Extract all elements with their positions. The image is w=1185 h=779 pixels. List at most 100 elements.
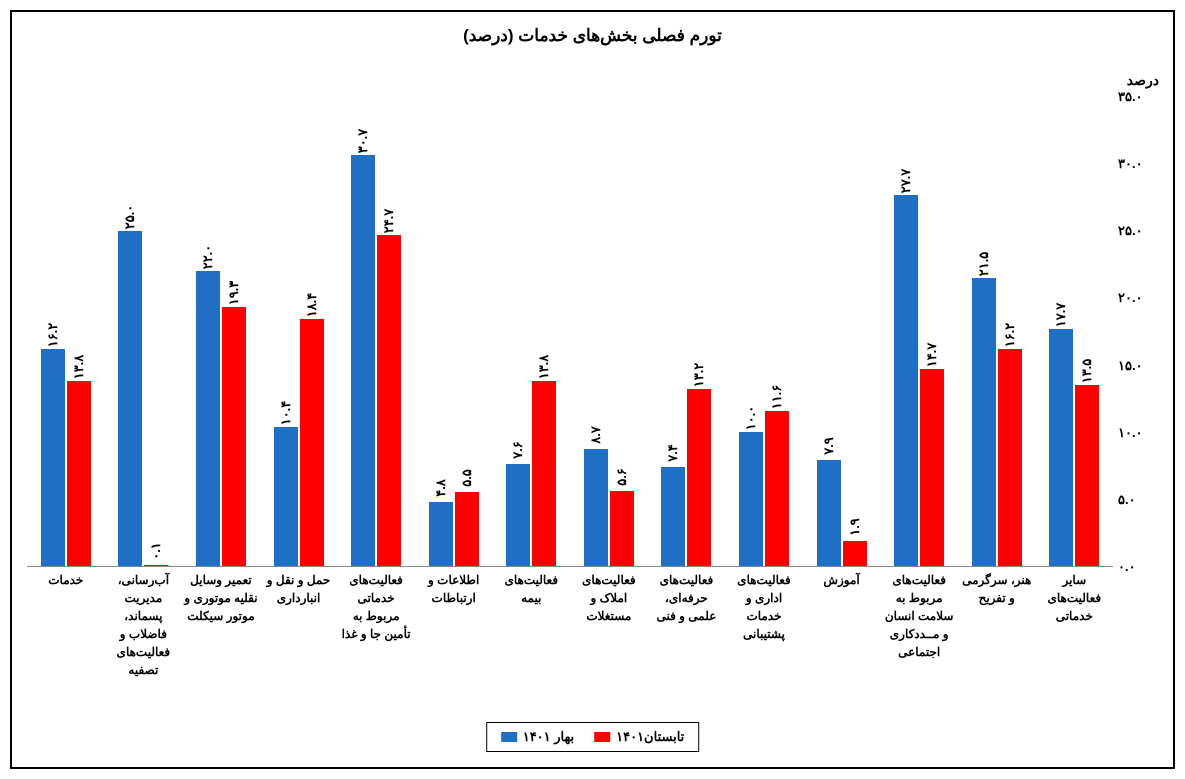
bar-value-label: ۱۳.۸: [71, 355, 87, 380]
legend-item-series1: بهار ۱۴۰۱: [501, 729, 574, 745]
bar-series2: ۱۹.۳: [222, 307, 246, 566]
bar-value-label: ۱۸.۴: [304, 293, 320, 318]
bar-series2: ۱۳.۸: [532, 381, 556, 566]
bar-series1: ۷.۹: [817, 460, 841, 566]
bar-series2: ۲۴.۷: [377, 235, 401, 566]
bar-series1: ۳۰.۷: [351, 155, 375, 566]
x-axis-labels: خدماتآب‌رسانی، مدیریت پسماند، فاضلاب و ف…: [27, 567, 1113, 687]
bar-series2: ۱.۹: [843, 541, 867, 566]
bar-value-label: ۱۰.۰: [743, 406, 759, 431]
bar-value-label: ۱۳.۲: [691, 363, 707, 388]
bar-series1: ۱۷.۷: [1049, 329, 1073, 566]
bar-group: ۲۱.۵ ۱۶.۲: [958, 97, 1036, 566]
bar-series1: ۸.۷: [584, 449, 608, 566]
bar-value-label: ۱۰.۴: [278, 400, 294, 425]
x-axis-label: فعالیت‌های خدماتی مربوط به تأمین جا و غذ…: [337, 567, 415, 687]
y-tick: ۲۵.۰: [1118, 223, 1158, 239]
x-axis-label: هنر، سرگرمی و تفریح: [958, 567, 1036, 687]
bars-wrapper: ۱۶.۲۱۳.۸۲۵.۰۰.۱۲۲.۰۱۹.۳۱۰.۴۱۸.۴۳۰.۷۲۴.۷۴…: [27, 97, 1113, 567]
bar-series2: ۵.۶: [610, 491, 634, 566]
bar-value-label: ۷.۶: [510, 441, 526, 459]
legend: بهار ۱۴۰۱ تابستان۱۴۰۱: [486, 722, 700, 752]
bar-group: ۴.۸۵.۵: [415, 97, 493, 566]
y-tick: ۱۰.۰: [1118, 425, 1158, 441]
bar-value-label: ۲۲.۰: [200, 245, 216, 270]
y-tick: ۳۵.۰: [1118, 89, 1158, 105]
bar-group: ۲۲.۰۱۹.۳: [182, 97, 260, 566]
bar-series2: ۰.۱: [144, 565, 168, 566]
bar-value-label: ۱۳.۸: [536, 355, 552, 380]
bar-value-label: ۱۴.۷: [924, 343, 940, 368]
bar-group: ۱۷.۷۱۳.۵: [1036, 97, 1114, 566]
bar-series2: ۱۳.۵: [1075, 385, 1099, 566]
bar-value-label: ۲۴.۷: [381, 209, 397, 234]
bar-value-label: ۱۱.۶: [769, 384, 785, 409]
bar-group: ۷.۶۱۳.۸: [492, 97, 570, 566]
bar-value-label: ۵.۶: [614, 468, 630, 486]
bar-value-label: ۱۹.۳: [226, 281, 242, 306]
bar-series1: ۲۷.۷: [894, 195, 918, 566]
x-axis-label: آب‌رسانی، مدیریت پسماند، فاضلاب و فعالیت…: [105, 567, 183, 687]
bar-value-label: ۲۱.۵: [976, 252, 992, 277]
x-axis-label: فعالیت‌های اداری و خدمات پشتیبانی: [725, 567, 803, 687]
bar-series1: ۲۵.۰: [118, 231, 142, 566]
bar-series1: ۲۲.۰: [196, 271, 220, 566]
bar-series2: ۱۳.۲: [687, 389, 711, 566]
y-tick: ۵.۰: [1118, 492, 1158, 508]
x-axis-label: حمل و نقل و انبارداری: [260, 567, 338, 687]
bar-series1: ۴.۸: [429, 502, 453, 566]
bar-series2: ۵.۵: [455, 492, 479, 566]
x-axis-label: اطلاعات و ارتباطات: [415, 567, 493, 687]
bar-group: ۱۰.۰۱۱.۶: [725, 97, 803, 566]
bar-value-label: ۲۵.۰: [122, 205, 138, 230]
x-axis-label: سایر فعالیت‌های خدماتی: [1036, 567, 1114, 687]
legend-swatch-series1: [501, 732, 517, 742]
y-axis-label: درصد: [1127, 72, 1159, 89]
bar-value-label: ۱.۹: [847, 518, 863, 536]
y-tick: ۰.۰: [1118, 559, 1158, 575]
y-tick: ۲۰.۰: [1118, 290, 1158, 306]
x-axis-label: خدمات: [27, 567, 105, 687]
x-axis-label: تعمیر وسایل نقلیه موتوری و موتور سیکلت: [182, 567, 260, 687]
bar-value-label: ۱۶.۲: [1002, 323, 1018, 348]
bar-value-label: ۳۰.۷: [355, 128, 371, 153]
y-tick: ۱۵.۰: [1118, 358, 1158, 374]
bar-value-label: ۲۷.۷: [898, 169, 914, 194]
bar-value-label: ۴.۸: [433, 479, 449, 497]
bar-value-label: ۱۷.۷: [1053, 303, 1069, 328]
legend-item-series2: تابستان۱۴۰۱: [594, 729, 684, 745]
bar-series1: ۷.۶: [506, 464, 530, 566]
x-axis-label: فعالیت‌های حرفه‌ای، علمی و فنی: [648, 567, 726, 687]
bar-group: ۱۰.۴ ۱۸.۴: [260, 97, 338, 566]
bar-value-label: ۱۳.۵: [1079, 359, 1095, 384]
chart-title: تورم فصلی بخش‌های خدمات (درصد): [12, 12, 1173, 46]
x-axis-label: فعالیت‌های مربوط به سلامت انسان و مــددک…: [880, 567, 958, 687]
bar-group: ۳۰.۷۲۴.۷: [337, 97, 415, 566]
bar-series2: ۱۶.۲: [998, 349, 1022, 566]
bar-series2: ۱۳.۸: [67, 381, 91, 566]
chart-container: تورم فصلی بخش‌های خدمات (درصد) درصد ۰.۰ ۵…: [10, 10, 1175, 769]
bar-group: ۲۷.۷۱۴.۷: [880, 97, 958, 566]
bar-series1: ۱۰.۰: [739, 432, 763, 566]
bar-series2: ۱۱.۶: [765, 411, 789, 566]
bar-value-label: ۵.۵: [459, 470, 475, 488]
bar-series1: ۱۶.۲: [41, 349, 65, 566]
y-tick: ۳۰.۰: [1118, 156, 1158, 172]
bar-group: ۷.۹۱.۹: [803, 97, 881, 566]
bar-value-label: ۷.۹: [821, 437, 837, 455]
x-axis-label: فعالیت‌های املاک و مستغلات: [570, 567, 648, 687]
x-axis-label: آموزش: [803, 567, 881, 687]
bar-group: ۷.۴۱۳.۲: [648, 97, 726, 566]
bar-series2: ۱۸.۴: [300, 319, 324, 566]
bar-value-label: ۸.۷: [588, 427, 604, 445]
legend-swatch-series2: [594, 732, 610, 742]
bar-group: ۲۵.۰۰.۱: [105, 97, 183, 566]
x-axis-label: فعالیت‌های بیمه: [492, 567, 570, 687]
bar-group: ۸.۷۵.۶: [570, 97, 648, 566]
legend-label-series2: تابستان۱۴۰۱: [616, 729, 684, 745]
bar-series2: ۱۴.۷: [920, 369, 944, 566]
bar-value-label: ۷.۴: [665, 444, 681, 462]
bar-value-label: ۱۶.۲: [45, 323, 61, 348]
legend-label-series1: بهار ۱۴۰۱: [523, 729, 574, 745]
bar-series1: ۷.۴: [661, 467, 685, 566]
